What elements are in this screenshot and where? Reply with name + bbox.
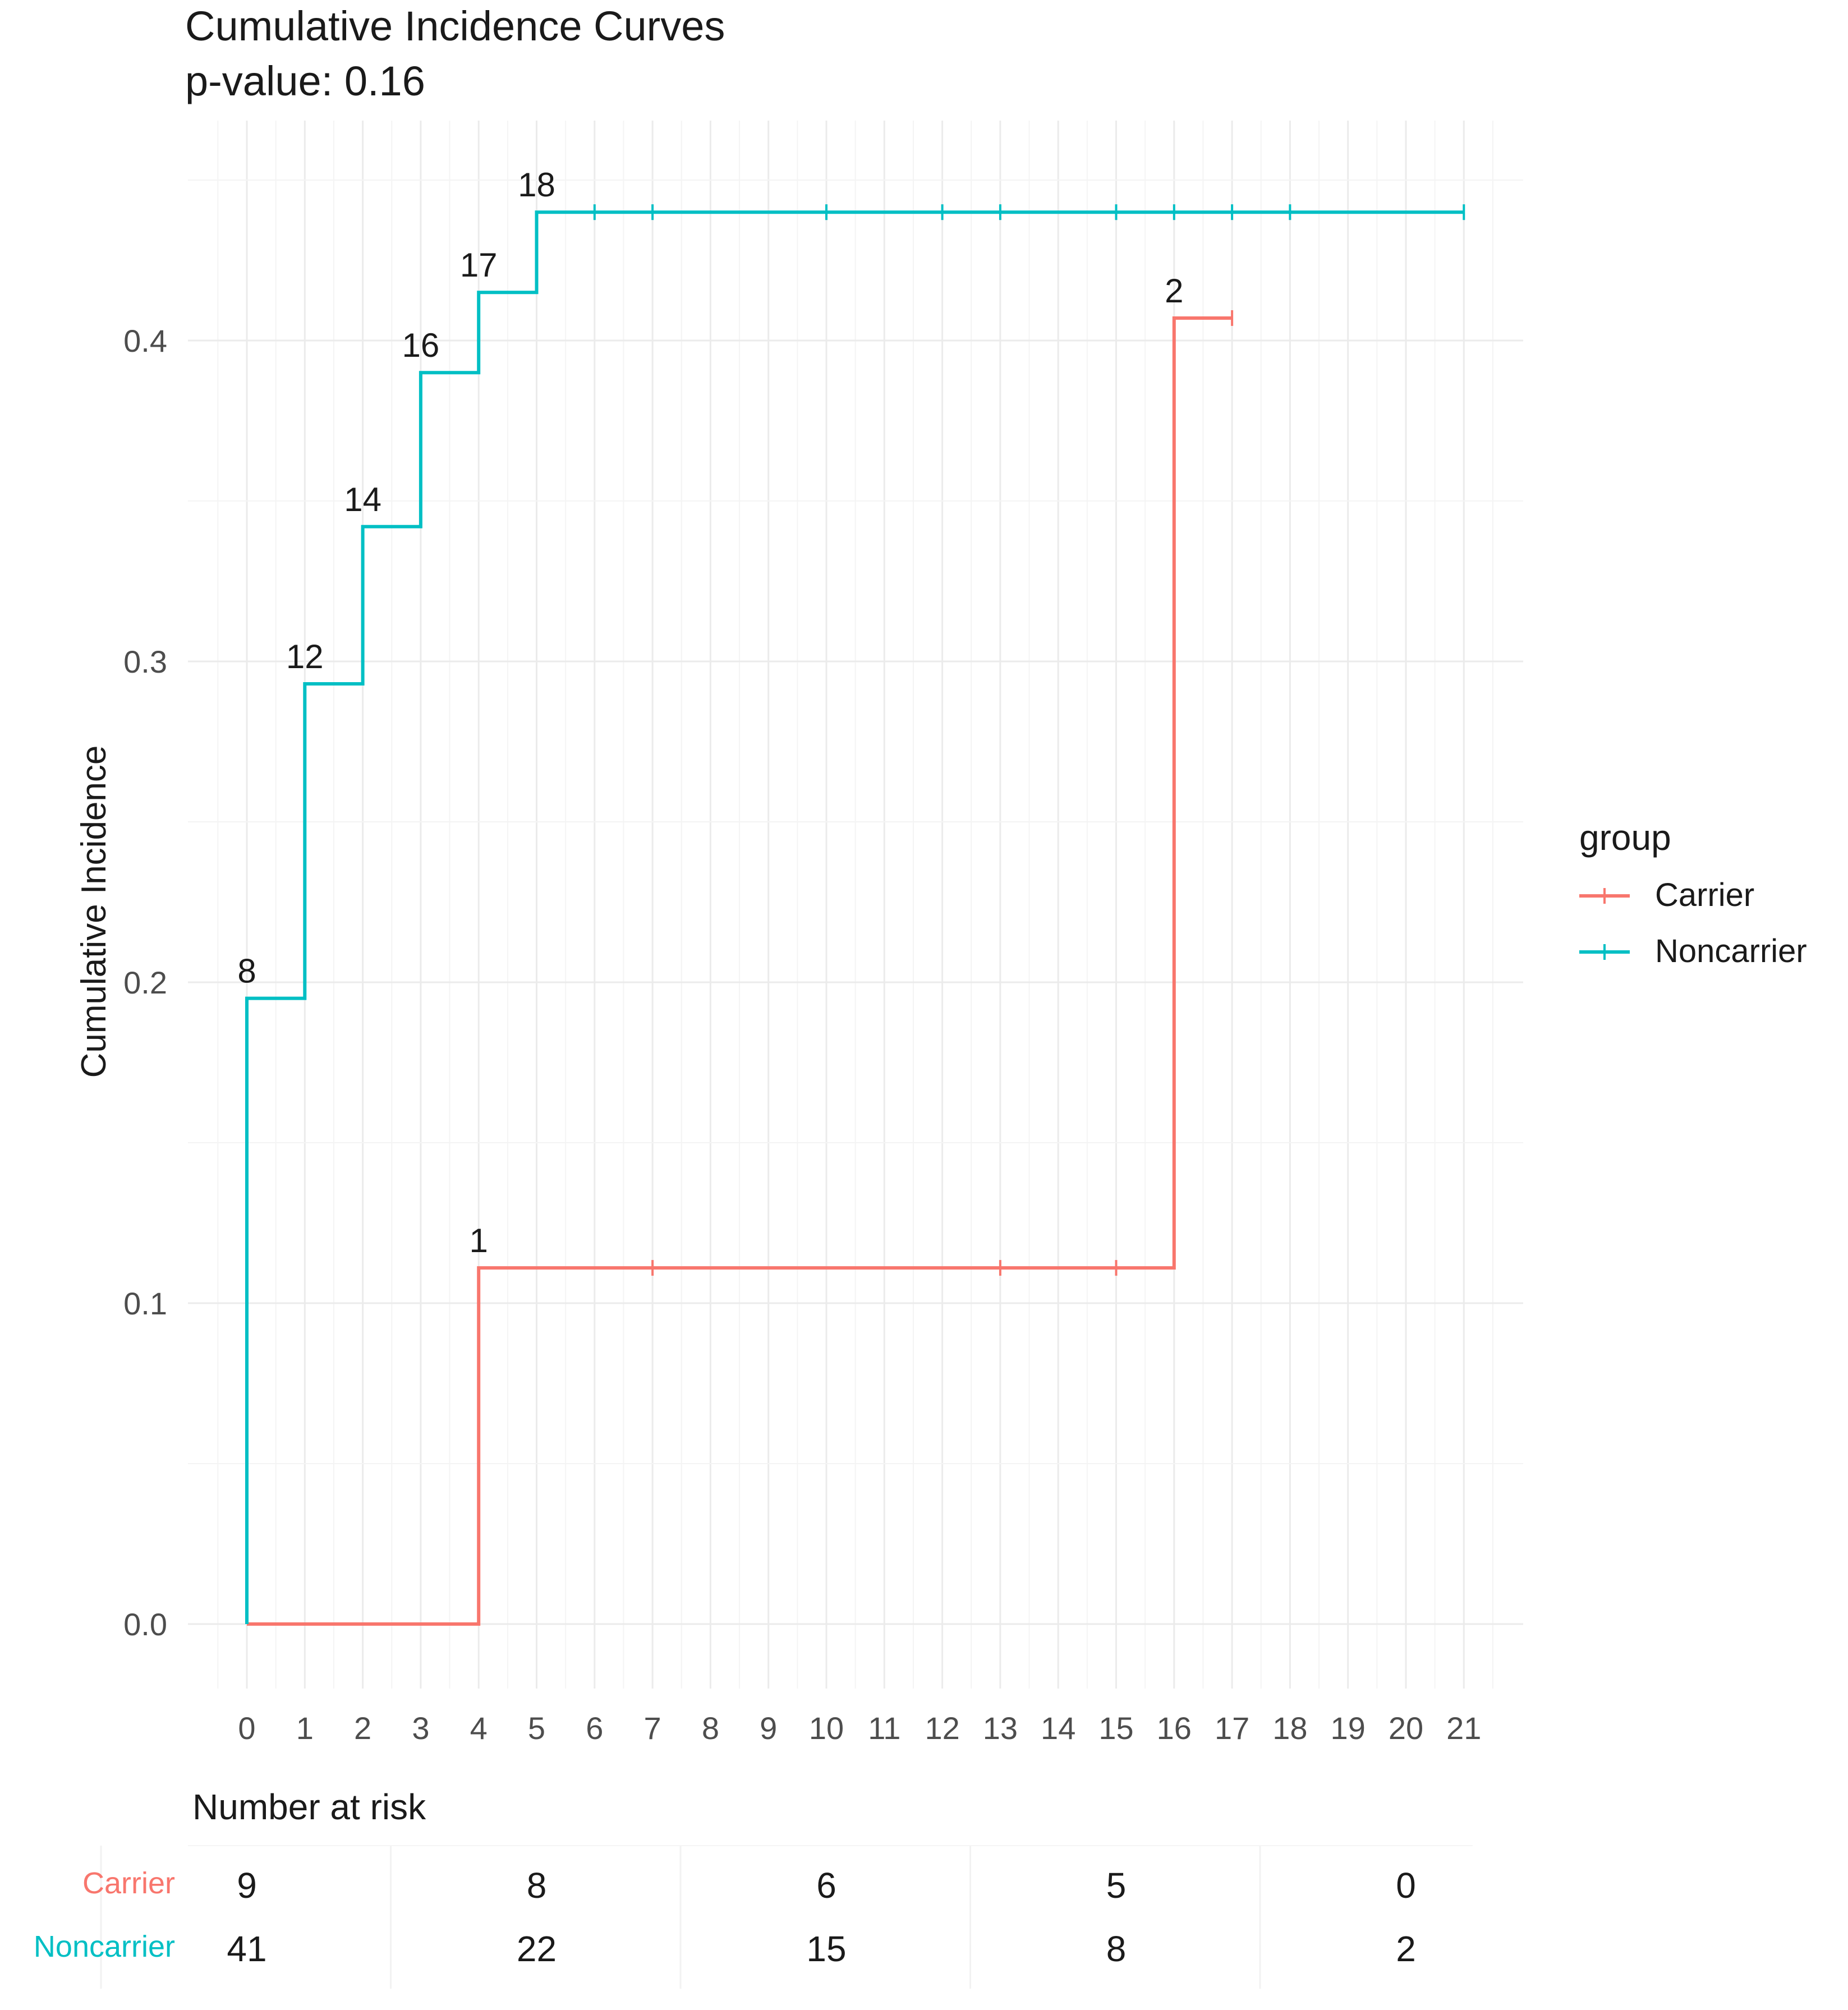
- risk-table-cell: 41: [227, 1929, 266, 1969]
- series-line-noncarrier: [245, 210, 1464, 1624]
- x-tick-label: 13: [983, 1710, 1018, 1746]
- risk-table-cell: 8: [1106, 1929, 1127, 1969]
- risk-table-group-label: Noncarrier: [34, 1930, 175, 1963]
- risk-table-cell: 5: [1106, 1865, 1127, 1906]
- event-count-label: 17: [460, 246, 498, 284]
- legend: group Carrier Noncarrier: [1579, 817, 1807, 969]
- event-count-label: 2: [1165, 272, 1183, 310]
- event-count-label: 8: [237, 953, 256, 990]
- risk-table-cell: 9: [237, 1865, 257, 1906]
- x-tick-label: 19: [1331, 1710, 1366, 1746]
- x-tick-label: 10: [809, 1710, 844, 1746]
- risk-table-cell: 6: [816, 1865, 836, 1906]
- x-tick-label: 8: [702, 1710, 719, 1746]
- risk-table-cell: 0: [1396, 1865, 1416, 1906]
- x-tick-label: 3: [412, 1710, 429, 1746]
- x-tick-label: 2: [354, 1710, 371, 1746]
- y-tick-label: 0.0: [123, 1607, 167, 1642]
- legend-label-noncarrier: Noncarrier: [1655, 933, 1807, 969]
- x-tick-label: 7: [644, 1710, 661, 1746]
- plot-grid: [188, 121, 1523, 1689]
- risk-table-group-label: Carrier: [82, 1866, 175, 1900]
- x-tick-label: 0: [238, 1710, 255, 1746]
- legend-title: group: [1579, 817, 1671, 858]
- series-layer: [245, 204, 1465, 1626]
- risk-table-title: Number at risk: [192, 1787, 426, 1827]
- chart-subtitle: p-value: 0.16: [185, 58, 425, 104]
- x-tick-label: 17: [1215, 1710, 1249, 1746]
- x-tick-label: 5: [528, 1710, 545, 1746]
- y-tick-label: 0.4: [123, 323, 167, 358]
- chart-title: Cumulative Incidence Curves: [185, 3, 725, 49]
- x-tick-label: 15: [1098, 1710, 1133, 1746]
- event-count-label: 18: [518, 166, 555, 204]
- x-tick-label: 9: [760, 1710, 777, 1746]
- risk-table-cell: 15: [806, 1929, 846, 1969]
- y-tick-label: 0.3: [123, 644, 167, 679]
- x-tick-label: 4: [470, 1710, 488, 1746]
- risk-table-cell: 22: [517, 1929, 557, 1969]
- y-tick-label: 0.1: [123, 1286, 167, 1321]
- x-tick-label: 20: [1389, 1710, 1423, 1746]
- x-tick-label: 6: [586, 1710, 603, 1746]
- x-tick-label: 11: [868, 1710, 900, 1746]
- x-tick-label: 21: [1446, 1710, 1481, 1746]
- x-tick-label: 1: [296, 1710, 314, 1746]
- x-tick-label: 18: [1272, 1710, 1307, 1746]
- risk-table-cell: 8: [527, 1865, 547, 1906]
- series-line-carrier: [247, 316, 1233, 1626]
- x-tick-label: 14: [1041, 1710, 1075, 1746]
- event-count-label: 14: [344, 481, 381, 518]
- legend-label-carrier: Carrier: [1655, 877, 1754, 913]
- x-tick-label: 12: [925, 1710, 959, 1746]
- event-count-label: 1: [470, 1222, 488, 1259]
- x-tick-label: 16: [1157, 1710, 1192, 1746]
- risk-table: Number at risk Carrier 9 8 6 5 0 Noncarrier 41 2…: [34, 1787, 1473, 1989]
- event-count-label: 16: [402, 326, 440, 364]
- y-axis: 0.0 0.1 0.2 0.3 0.4: [123, 323, 167, 1642]
- y-axis-label: Cumulative Incidence: [75, 746, 113, 1078]
- x-axis: 0 1 2 3 4 5 6 7 8 9 10 11 12 13 14 15 16 17 18 19 20 21: [238, 1710, 1481, 1746]
- y-tick-label: 0.2: [123, 965, 167, 1000]
- event-count-label: 12: [286, 638, 324, 675]
- risk-table-cell: 2: [1396, 1929, 1416, 1969]
